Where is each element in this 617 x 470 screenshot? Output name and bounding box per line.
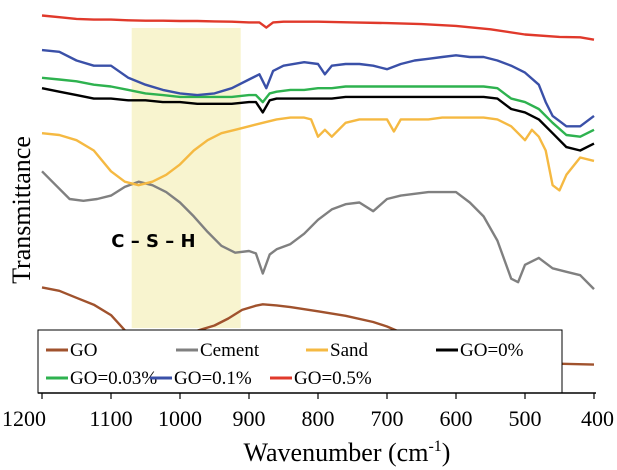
x-tick-label: 800 [302, 406, 335, 431]
x-tick-label: 400 [581, 406, 614, 431]
csh-annotation: C – S – H [111, 231, 195, 252]
csh-highlight-band [131, 28, 241, 328]
x-tick-label: 1000 [158, 406, 202, 431]
x-tick-label: 500 [509, 406, 542, 431]
legend-label: GO=0.5% [294, 368, 372, 389]
series-line-go-0-1- [41, 48, 595, 128]
series-line-go-0-5- [41, 14, 595, 41]
x-axis-title: Wavenumber (cm-1) [244, 438, 451, 467]
series-line-sand [41, 116, 595, 192]
x-tick-label: 600 [440, 406, 473, 431]
legend-label: Sand [330, 340, 369, 361]
x-axis-title-main: Wavenumber (cm [244, 438, 429, 467]
series-line-cement [41, 170, 595, 290]
legend-label: GO=0.03% [70, 368, 157, 389]
x-tick-label: 700 [371, 406, 404, 431]
series-line-go-0-03- [41, 76, 595, 138]
x-axis-title-end: ) [442, 438, 451, 467]
x-ticks: 1200 1100 1000 900 800 700 600 500 400 [2, 393, 614, 431]
legend-label: Cement [200, 340, 260, 361]
legend-label: GO=0% [460, 340, 524, 361]
x-axis-title-sup: -1 [428, 438, 441, 455]
x-tick-label: 1200 [2, 406, 46, 431]
x-tick-label: 900 [233, 406, 266, 431]
legend: GO Cement Sand GO=0% GO=0.03% GO=0.1% GO=0.5% [37, 329, 563, 394]
x-tick-label: 1100 [89, 406, 132, 431]
legend-label: GO [70, 340, 97, 361]
legend-label: GO=0.1% [174, 368, 252, 389]
y-axis-title: Transmittance [7, 136, 36, 284]
series-line-go-0- [41, 87, 595, 152]
series-layer [41, 14, 595, 366]
